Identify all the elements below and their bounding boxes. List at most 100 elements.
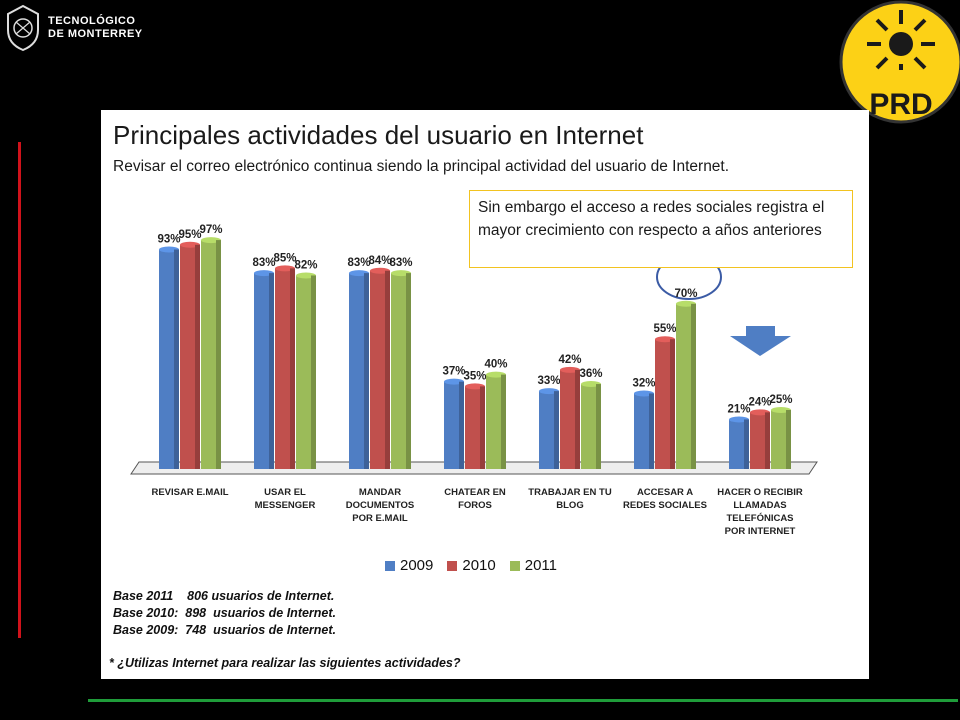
category-label: ACCESAR A REDES SOCIALES <box>623 487 707 511</box>
category-label-line: MANDAR <box>359 487 401 498</box>
down-arrow-icon <box>730 336 791 356</box>
legend-label: 2010 <box>462 557 496 574</box>
callout-box: Sin embargo el acceso a redes sociales r… <box>469 190 853 268</box>
bar-side <box>195 244 200 469</box>
bar-2011-4 <box>581 381 601 469</box>
base-line: Base 2011 806 usuarios de Internet. <box>113 589 335 603</box>
base-line: Base 2009: 748 usuarios de Internet. <box>113 623 337 637</box>
data-label: 37% <box>442 366 465 378</box>
bar-2010-2 <box>370 267 390 469</box>
bar-side <box>385 270 390 469</box>
tec-seal-icon <box>7 4 39 52</box>
bar-2011-3 <box>486 371 506 469</box>
red-accent-line <box>18 142 21 638</box>
prd-logo: PRD <box>839 0 960 124</box>
legend-label: 2011 <box>524 557 558 574</box>
bar-2009-6 <box>729 416 749 469</box>
category-label-line: CHATEAR EN <box>444 487 506 498</box>
category-label-line: REVISAR E.MAIL <box>151 487 228 498</box>
category-label-line: ACCESAR A <box>637 487 693 498</box>
category-label: CHATEAR EN FOROS <box>444 487 506 511</box>
bar-2010-4 <box>560 366 580 469</box>
category-label-line: HACER O RECIBIR <box>717 487 803 498</box>
legend-swatch <box>447 560 458 571</box>
category-label: USAR EL MESSENGER <box>255 487 316 511</box>
bar-side <box>216 240 221 469</box>
bar-2011-0 <box>201 237 221 469</box>
data-label: 70% <box>674 288 697 300</box>
category-label: MANDAR DOCUMENTOS POR E.MAIL <box>346 487 414 524</box>
legend-swatch <box>385 560 395 571</box>
chart-legend: 2009 2010 2011 <box>385 557 557 574</box>
tec-monterrey-logo: TECNOLÓGICO DE MONTERREY <box>4 4 143 52</box>
bar-2010-1 <box>275 265 295 469</box>
category-label-line: MESSENGER <box>255 500 316 511</box>
sun-icon <box>867 10 935 70</box>
category-label-line: USAR EL <box>264 487 306 498</box>
data-label: 97% <box>199 224 222 236</box>
green-accent-line <box>88 699 958 702</box>
legend-swatch <box>509 560 520 571</box>
bar-side <box>364 273 369 469</box>
category-label: TRABAJAR EN TU BLOG <box>528 487 612 511</box>
data-label: 83% <box>252 257 275 269</box>
bar-side <box>311 275 316 469</box>
bar-2009-1 <box>254 270 274 469</box>
category-label-line: TRABAJAR EN TU <box>528 487 612 498</box>
category-label-line: POR E.MAIL <box>352 513 408 524</box>
bar-side <box>406 273 411 469</box>
category-label-line: LLAMADAS <box>733 500 786 511</box>
bar-2011-5 <box>676 300 696 469</box>
slide-subtitle: Revisar el correo electrónico continua s… <box>113 158 730 175</box>
bar-2009-3 <box>444 378 464 469</box>
data-label: 32% <box>632 377 655 389</box>
category-label: HACER O RECIBIR LLAMADAS TELEFÓNICAS POR IN… <box>717 487 803 537</box>
bar-2009-5 <box>634 390 654 469</box>
bar-side <box>501 374 506 469</box>
category-label: REVISAR E.MAIL <box>151 487 228 498</box>
data-label: 82% <box>294 259 317 271</box>
bar-2009-2 <box>349 270 369 469</box>
data-label: 93% <box>157 234 180 246</box>
survey-question: * ¿Utilizas Internet para realizar las s… <box>109 656 461 670</box>
data-label: 24% <box>748 396 771 408</box>
bar-side <box>174 249 179 469</box>
slide-title: Principales actividades del usuario en I… <box>113 120 644 150</box>
bar-side <box>649 393 654 469</box>
data-label: 25% <box>769 394 792 406</box>
data-label: 55% <box>653 323 676 335</box>
bar-side <box>480 386 485 469</box>
data-label: 83% <box>347 257 370 269</box>
bar-side <box>290 268 295 469</box>
down-arrow-stem <box>746 326 775 338</box>
data-label: 40% <box>484 359 507 371</box>
bar-side <box>786 410 791 469</box>
bar-side <box>670 339 675 469</box>
data-label: 33% <box>537 375 560 387</box>
bar-side <box>744 419 749 469</box>
category-label-line: FOROS <box>458 500 492 511</box>
data-label: 95% <box>178 229 201 241</box>
data-label: 85% <box>273 252 296 264</box>
bar-2009-4 <box>539 388 559 469</box>
bar-side <box>459 381 464 469</box>
bar-side <box>269 273 274 469</box>
legend-label: 2009 <box>400 557 434 574</box>
logo-line-1: TECNOLÓGICO <box>48 15 136 27</box>
bar-2010-5 <box>655 336 675 469</box>
logo-line-2: DE MONTERREY <box>48 28 143 40</box>
data-label: 84% <box>368 255 391 267</box>
bar-side <box>596 384 601 469</box>
legend-item-2010: 2010 <box>447 557 496 574</box>
category-label-line: POR INTERNET <box>725 526 796 537</box>
bar-2010-0 <box>180 241 200 469</box>
bar-2011-1 <box>296 272 316 469</box>
category-label-line: TELEFÓNICAS <box>726 512 793 524</box>
data-label: 42% <box>558 354 581 366</box>
data-label: 35% <box>463 370 486 382</box>
sample-base-notes: Base 2011 806 usuarios de Internet. Base… <box>113 588 336 639</box>
data-label: 36% <box>579 368 602 380</box>
bar-2010-3 <box>465 383 485 469</box>
bar-side <box>575 369 580 469</box>
data-label: 83% <box>389 257 412 269</box>
